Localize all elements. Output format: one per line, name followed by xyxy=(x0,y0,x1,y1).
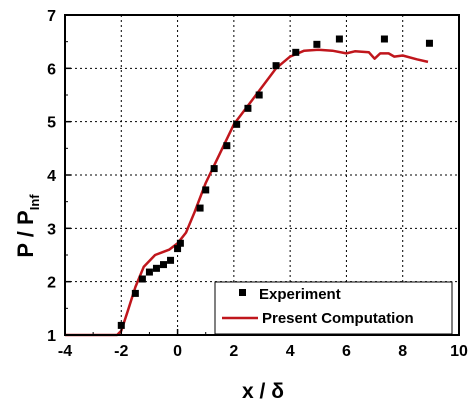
experiment-point xyxy=(244,104,252,112)
svg-text:P / PInf: P / PInf xyxy=(13,194,42,258)
x-tick-label: 10 xyxy=(450,343,468,360)
legend-marker-experiment xyxy=(239,289,246,296)
experiment-point xyxy=(160,261,167,269)
y-tick-label: 5 xyxy=(47,115,56,132)
experiment-point xyxy=(255,91,263,99)
legend-box xyxy=(214,281,453,335)
x-tick-label: -4 xyxy=(58,343,72,360)
y-axis-label-main: P / P xyxy=(13,210,38,257)
x-tick-label: 0 xyxy=(173,343,182,360)
experiment-point xyxy=(138,275,146,283)
x-tick-label: 8 xyxy=(398,343,407,360)
x-tick-label: 6 xyxy=(342,343,351,360)
y-axis-label-subscript: Inf xyxy=(27,194,42,211)
experiment-point xyxy=(202,186,210,194)
x-tick-label: 4 xyxy=(286,343,295,360)
legend-label-experiment: Experiment xyxy=(259,286,341,303)
experiment-point xyxy=(196,204,204,212)
experiment-point xyxy=(272,62,280,70)
experiment-point xyxy=(176,239,184,247)
experiment-point xyxy=(223,142,231,150)
experiment-point xyxy=(210,165,218,173)
experiment-point xyxy=(292,48,300,56)
computation-line xyxy=(65,48,429,337)
experiment-point xyxy=(380,35,388,43)
experiment-point xyxy=(233,120,241,128)
x-tick-label: -2 xyxy=(114,343,128,360)
experiment-point xyxy=(335,35,343,43)
x-tick-label: 2 xyxy=(229,343,238,360)
experiment-point xyxy=(117,321,125,329)
y-tick-label: 2 xyxy=(47,275,56,292)
legend: Experiment Present Computation xyxy=(214,281,453,335)
legend-label-computation: Present Computation xyxy=(262,310,414,327)
y-tick-label: 7 xyxy=(47,8,56,25)
experiment-point xyxy=(131,289,139,297)
x-axis-label: x / δ xyxy=(242,380,284,403)
experiment-point xyxy=(425,39,433,47)
y-tick-label: 6 xyxy=(47,61,56,78)
y-axis-label: P / PInf xyxy=(13,194,42,258)
experiment-point xyxy=(167,256,175,264)
experiment-point xyxy=(174,245,182,253)
y-tick-label: 3 xyxy=(47,221,56,238)
y-tick-label: 1 xyxy=(47,328,56,345)
experiment-point xyxy=(145,268,153,276)
plot-series xyxy=(65,35,433,337)
experiment-point xyxy=(152,264,160,272)
y-tick-label: 4 xyxy=(47,168,56,185)
experiment-point xyxy=(313,40,321,48)
